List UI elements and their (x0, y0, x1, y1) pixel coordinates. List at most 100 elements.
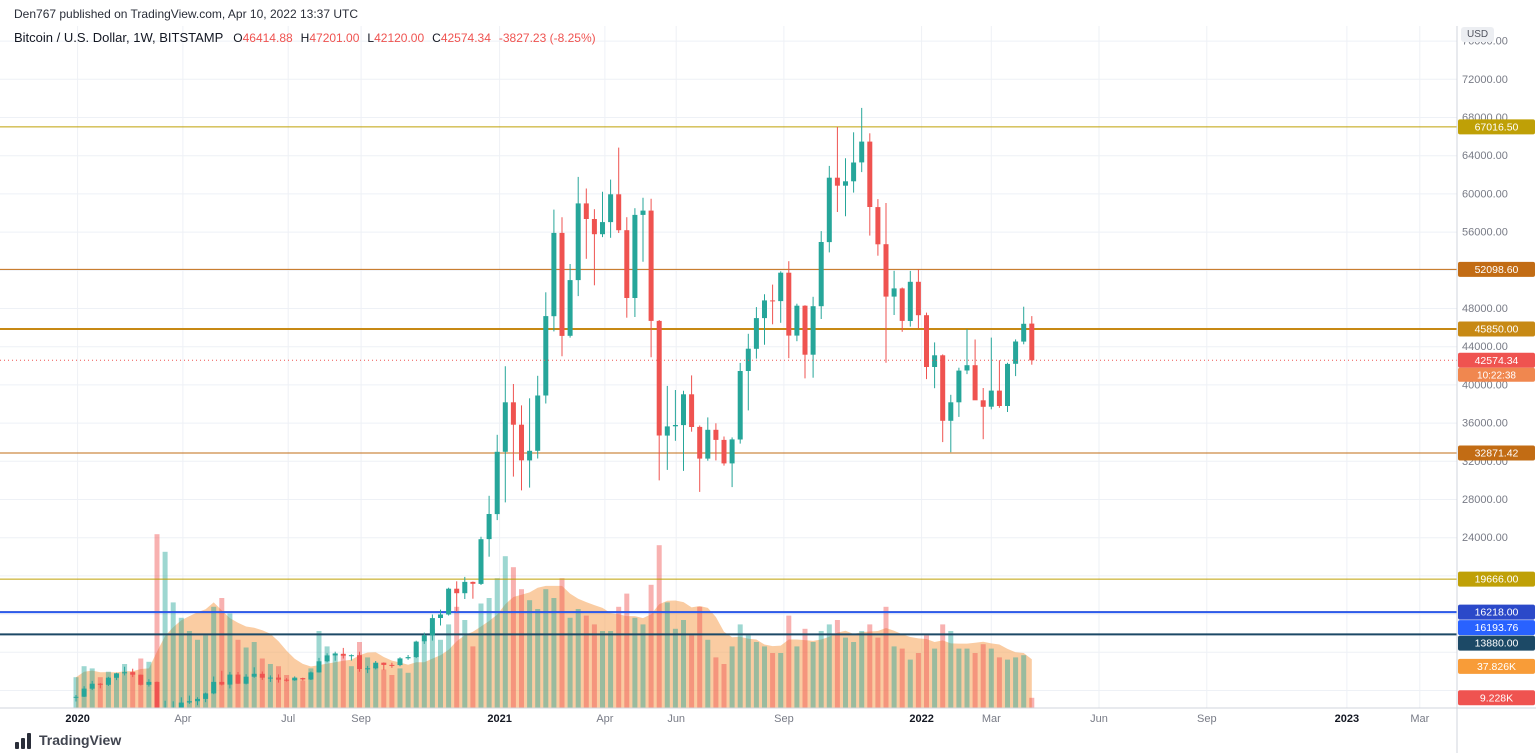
volume-bar (527, 600, 533, 708)
candle-body (478, 539, 484, 584)
price-level-label[interactable]: 45850.00 (1458, 321, 1535, 337)
candle-body (251, 673, 257, 677)
price-level-label[interactable]: 32871.42 (1458, 445, 1535, 461)
ohlc-close-letter: C (432, 31, 441, 45)
candle-body (851, 162, 857, 182)
candle-body (203, 693, 209, 699)
candle-body (81, 688, 87, 697)
volume-bar (899, 648, 905, 708)
time-tick-label: Sep (774, 713, 794, 725)
candle-body (73, 696, 79, 698)
tradingview-logo[interactable]: TradingView (14, 731, 121, 749)
candle-body (648, 210, 654, 321)
candle-body (729, 439, 735, 464)
volume-bar (948, 631, 954, 708)
candle-body (1005, 363, 1010, 406)
price-level-label[interactable]: 52098.60 (1458, 261, 1535, 277)
volume-bar (494, 578, 500, 708)
price-level-lines[interactable] (0, 126, 1457, 636)
volume-bar (802, 628, 808, 708)
candle-body (89, 683, 95, 689)
candle-body (770, 300, 776, 302)
volume-bar (624, 593, 630, 708)
volume-bar (834, 620, 840, 708)
currency-badge[interactable]: USD (1461, 27, 1495, 42)
time-tick-label: Mar (982, 713, 1001, 725)
candle-body (875, 207, 881, 245)
time-axis[interactable]: 2020 Apr Jul Sep 2021 Apr Jun Sep 2022 Mar Jun Sep 2… (65, 713, 1429, 725)
candle-body (600, 222, 605, 235)
price-level-labels[interactable]: 67016.50 52098.60 45850.00 32871.42 19666.00… (1458, 119, 1535, 651)
svg-text:52098.60: 52098.60 (1475, 264, 1519, 276)
volume-bar (640, 624, 646, 708)
volume-bar (980, 644, 986, 708)
volume-ma-area (76, 585, 1032, 708)
volume-bar (186, 631, 192, 708)
candle-body (397, 658, 403, 666)
volume-bar (300, 680, 306, 708)
candle-body (535, 395, 541, 451)
tradingview-logo-icon (15, 733, 31, 749)
candle-body (308, 672, 314, 680)
candle-body (486, 514, 492, 540)
volume-bar (843, 637, 848, 708)
volume-bar (664, 602, 670, 708)
ohlc-low-value: 42120.00 (374, 31, 425, 45)
candle-body (624, 230, 630, 298)
candle-body (138, 674, 144, 685)
last-price-label[interactable]: 42574.34 (1458, 352, 1535, 368)
volume-bar (130, 671, 136, 708)
price-level-label[interactable]: 13880.00 (1458, 635, 1535, 651)
candle-body (559, 232, 565, 336)
ohlc-close: C42574.34 (432, 31, 491, 45)
svg-text:32871.42: 32871.42 (1475, 448, 1519, 460)
volume-value-labels: 37.826K 9.228K (1458, 658, 1535, 706)
price-level-label[interactable]: 19666.00 (1458, 571, 1535, 587)
price-level-label[interactable]: 16193.76 (1458, 620, 1535, 636)
volume-bar (1029, 697, 1035, 708)
volume-bar (891, 646, 897, 708)
volume-bar (308, 668, 314, 708)
countdown-label: 10:22:38 (1458, 367, 1535, 382)
symbol-title[interactable]: Bitcoin / U.S. Dollar, 1W, BITSTAMP (14, 30, 224, 45)
volume-bar (778, 653, 784, 708)
time-tick-label: Sep (1197, 713, 1217, 725)
candle-body (365, 668, 371, 670)
volume-bar (203, 635, 209, 708)
price-level-label[interactable]: 67016.50 (1458, 119, 1535, 135)
candle-body (519, 424, 524, 461)
candle-body (421, 635, 427, 642)
attribution-text: Den767 published on TradingView.com, Apr… (14, 7, 359, 21)
candle-body (114, 673, 119, 678)
tradingview-logo-text: TradingView (39, 732, 122, 748)
volume-bar (276, 666, 281, 708)
time-tick-label: Jun (667, 713, 685, 725)
time-tick-label: Jun (1090, 713, 1108, 725)
candle-body (219, 681, 225, 685)
candle-body (1021, 323, 1027, 342)
volume-bar (551, 598, 557, 708)
candle-body (348, 655, 354, 657)
candle-body (543, 316, 549, 396)
candle-body (178, 702, 184, 708)
volume-bar (348, 666, 354, 708)
candle-body (608, 194, 614, 223)
volume-bar (1013, 657, 1019, 708)
price-axis[interactable]: 76000.0072000.0068000.0064000.0060000.00… (1462, 36, 1508, 545)
volume-bar (73, 677, 79, 708)
svg-text:45850.00: 45850.00 (1475, 324, 1519, 336)
candle-body (632, 214, 638, 298)
price-level-label[interactable]: 16218.00 (1458, 604, 1535, 620)
volume-bar (478, 603, 484, 708)
chart-legend[interactable]: Bitcoin / U.S. Dollar, 1W, BITSTAMP O464… (14, 30, 596, 45)
volume-bar (178, 617, 184, 708)
ohlc-high: H47201.00 (301, 31, 360, 45)
volume-bar (227, 613, 233, 708)
candle-body (235, 674, 241, 684)
candle-body (980, 400, 986, 407)
volume-bar (340, 655, 346, 708)
volume-bar (964, 648, 970, 708)
candle-body (122, 672, 128, 674)
volume-bar (543, 589, 549, 708)
